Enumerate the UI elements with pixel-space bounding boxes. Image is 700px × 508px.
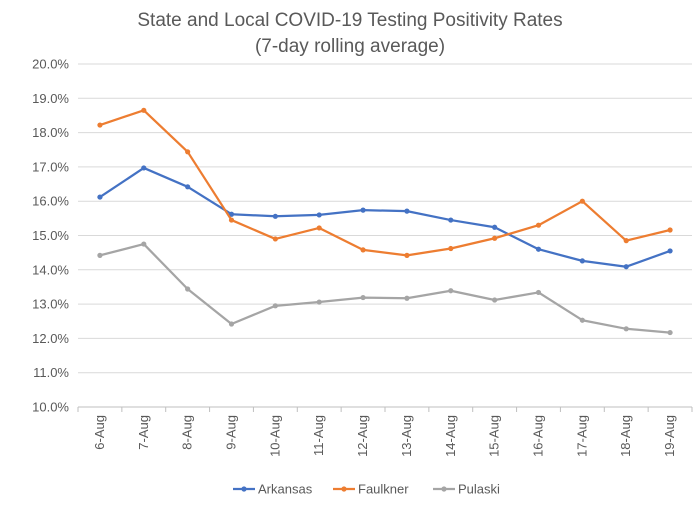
data-point-pulaski [360, 294, 366, 301]
data-point-faulkner [316, 225, 322, 231]
data-point-faulkner [185, 149, 191, 155]
data-point-faulkner [667, 227, 673, 233]
series-group [97, 107, 673, 336]
data-point-pulaski [97, 252, 103, 258]
series-pulaski [97, 241, 673, 336]
gridlines [78, 63, 692, 408]
x-tick-label: 6-Aug [92, 415, 107, 450]
x-tick-label: 12-Aug [355, 415, 370, 457]
y-tick-label: 16.0% [32, 194, 69, 209]
x-tick-label: 9-Aug [224, 415, 239, 450]
x-tick-label: 16-Aug [531, 415, 546, 457]
data-point-pulaski [579, 317, 585, 323]
data-point-arkansas [360, 207, 366, 213]
data-point-faulkner [579, 198, 585, 204]
y-tick-label: 20.0% [32, 57, 69, 72]
y-tick-label: 10.0% [32, 400, 69, 415]
data-point-arkansas [492, 224, 498, 230]
data-point-arkansas [228, 211, 235, 217]
x-tick-label: 13-Aug [399, 415, 414, 457]
x-tick-label: 17-Aug [574, 415, 589, 457]
data-point-arkansas [448, 217, 454, 223]
series-line-pulaski [98, 242, 672, 334]
data-point-arkansas [272, 213, 278, 219]
x-tick-label: 15-Aug [487, 415, 502, 457]
data-point-arkansas [579, 258, 585, 264]
y-tick-label: 13.0% [32, 297, 69, 312]
series-faulkner [97, 107, 673, 258]
data-point-arkansas [404, 208, 410, 214]
legend-marker [241, 486, 247, 492]
data-point-arkansas [185, 184, 191, 190]
data-point-faulkner [535, 222, 542, 228]
series-line-arkansas [98, 166, 672, 268]
data-point-faulkner [272, 236, 278, 242]
y-tick-label: 18.0% [32, 125, 69, 140]
data-point-arkansas [141, 165, 147, 171]
data-point-faulkner [623, 238, 629, 244]
data-point-pulaski [404, 295, 410, 301]
x-tick-label: 8-Aug [180, 415, 195, 450]
data-point-faulkner [448, 245, 454, 252]
data-point-pulaski [316, 299, 322, 305]
data-point-arkansas [667, 248, 673, 254]
y-tick-label: 12.0% [32, 331, 69, 346]
data-point-pulaski [667, 329, 673, 336]
series-arkansas [97, 165, 673, 270]
data-point-pulaski [448, 288, 454, 294]
legend-label: Pulaski [458, 482, 500, 497]
data-point-arkansas [316, 212, 322, 218]
chart-subtitle: (7-day rolling average) [255, 36, 445, 57]
y-tick-label: 15.0% [32, 228, 69, 243]
legend: Arkansas Faulkner Pulaski [233, 482, 500, 497]
y-tick-label: 14.0% [32, 262, 69, 277]
x-tick-label: 18-Aug [618, 415, 633, 457]
data-point-pulaski [535, 289, 542, 296]
series-line-faulkner [98, 109, 672, 257]
x-tick-label: 19-Aug [662, 415, 677, 457]
legend-item-arkansas: Arkansas [233, 482, 313, 497]
x-tick-label: 11-Aug [311, 415, 326, 456]
data-point-pulaski [272, 303, 278, 309]
legend-label: Faulkner [358, 482, 409, 497]
x-tick-label: 10-Aug [267, 415, 282, 457]
legend-marker [441, 486, 447, 492]
data-point-faulkner [228, 217, 235, 223]
data-point-pulaski [492, 297, 498, 303]
data-point-pulaski [623, 326, 629, 332]
data-point-faulkner [492, 235, 498, 241]
data-point-pulaski [185, 286, 191, 292]
data-point-arkansas [97, 194, 103, 200]
data-point-pulaski [141, 241, 147, 247]
legend-marker [341, 486, 347, 492]
y-tick-label: 17.0% [32, 159, 69, 174]
legend-label: Arkansas [258, 482, 313, 497]
x-tick-label: 7-Aug [136, 415, 151, 450]
y-tick-label: 11.0% [33, 365, 69, 380]
y-axis: 10.0% 11.0% 12.0% 13.0% 14.0% 15.0% 16.0% 17.0%… [32, 57, 69, 415]
data-point-faulkner [360, 247, 366, 253]
y-tick-label: 19.0% [32, 91, 69, 106]
chart-title: State and Local COVID-19 Testing Positiv… [137, 10, 562, 31]
data-point-arkansas [623, 264, 629, 270]
data-point-faulkner [404, 252, 410, 258]
legend-item-faulkner: Faulkner [333, 482, 409, 497]
data-point-faulkner [141, 107, 147, 113]
x-axis: 6-Aug 7-Aug 8-Aug 9-Aug 10-Aug 11-Aug 12-Aug 13… [77, 407, 693, 457]
data-point-arkansas [535, 246, 542, 252]
legend-item-pulaski: Pulaski [433, 482, 500, 497]
data-point-faulkner [97, 122, 103, 128]
x-tick-label: 14-Aug [443, 415, 458, 457]
data-point-pulaski [228, 321, 235, 327]
